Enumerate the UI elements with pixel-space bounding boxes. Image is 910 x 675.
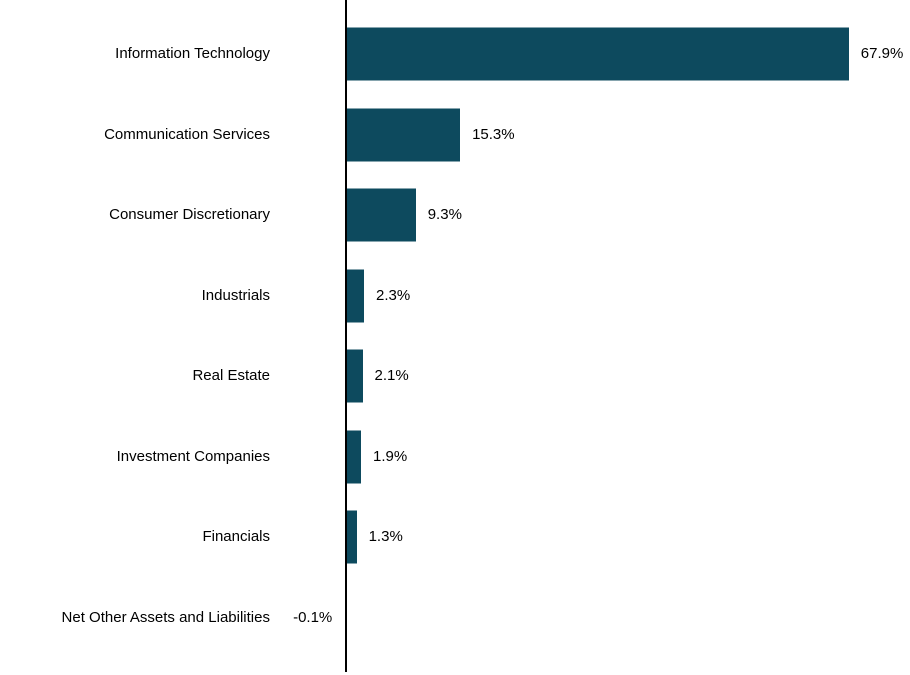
bar bbox=[347, 108, 461, 162]
bar bbox=[347, 27, 849, 81]
bar-row: Real Estate 2.1% bbox=[0, 336, 910, 417]
category-label: Consumer Discretionary bbox=[109, 206, 270, 224]
bar-row: Industrials 2.3% bbox=[0, 256, 910, 337]
bar-row: Investment Companies 1.9% bbox=[0, 417, 910, 498]
bar-row: Communication Services 15.3% bbox=[0, 95, 910, 176]
category-label: Investment Companies bbox=[116, 447, 270, 465]
value-label: 15.3% bbox=[472, 125, 515, 143]
category-label: Real Estate bbox=[192, 367, 270, 385]
value-label: 2.3% bbox=[375, 286, 411, 304]
category-label: Net Other Assets and Liabilities bbox=[61, 608, 270, 626]
category-label: Information Technology bbox=[115, 45, 270, 63]
value-label: 2.1% bbox=[374, 367, 409, 385]
bar-row: Financials 1.3% bbox=[0, 497, 910, 578]
value-label: 9.3% bbox=[427, 206, 462, 224]
category-label: Financials bbox=[202, 528, 270, 546]
bar bbox=[347, 188, 416, 242]
value-label: -0.1% bbox=[293, 608, 333, 626]
bar bbox=[347, 269, 364, 323]
y-axis-line bbox=[345, 0, 347, 672]
category-label: Industrials bbox=[201, 286, 270, 304]
bar-row: Consumer Discretionary 9.3% bbox=[0, 175, 910, 256]
bar bbox=[347, 510, 357, 564]
value-label: 67.9% bbox=[860, 45, 904, 63]
bar bbox=[347, 349, 363, 403]
value-label: 1.3% bbox=[368, 528, 403, 546]
bar bbox=[347, 430, 362, 484]
category-label: Communication Services bbox=[104, 125, 270, 143]
value-label: 1.9% bbox=[373, 447, 408, 465]
bar-row: Net Other Assets and Liabilities -0.1% bbox=[0, 578, 910, 659]
bar-row: Information Technology 67.9% bbox=[0, 14, 910, 95]
